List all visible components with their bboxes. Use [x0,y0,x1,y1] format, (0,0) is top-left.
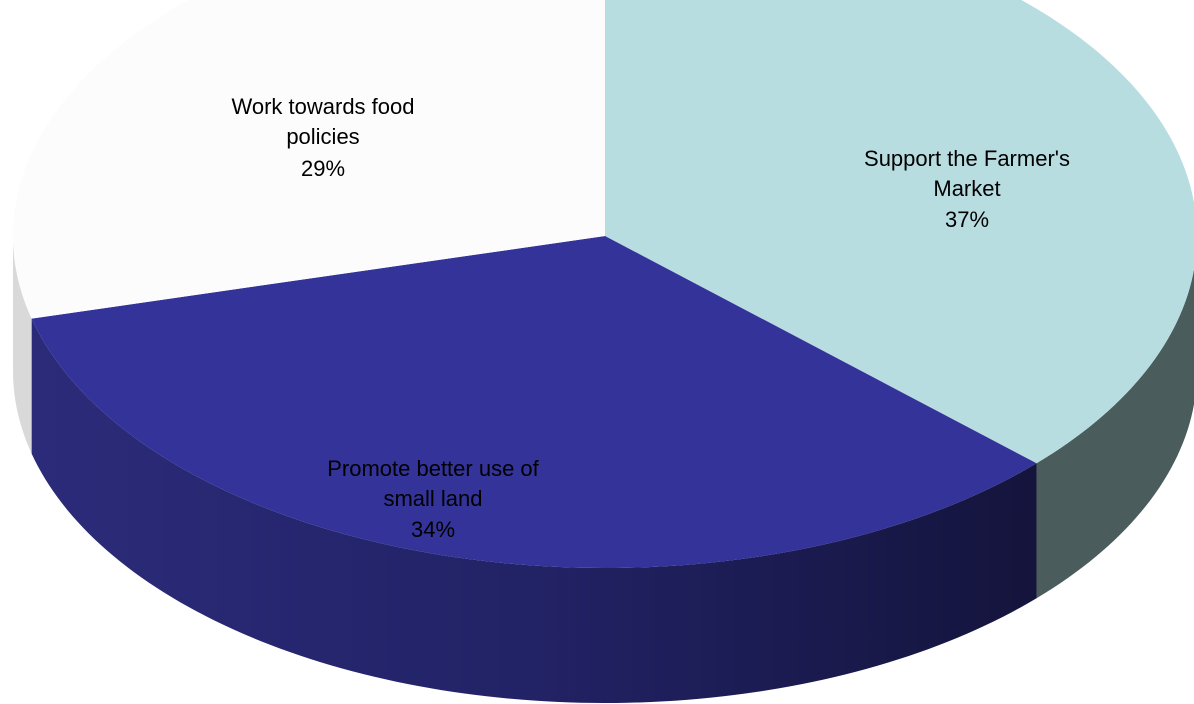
slice-label-line: policies [286,124,359,149]
slice-percent: 34% [411,517,455,542]
slice-label-line: Market [933,176,1000,201]
slice-label-line: small land [383,486,482,511]
slice-label-promote-better-use: Promote better use of small land 34% [327,456,539,542]
slice-promote-better-use-side [31,318,1037,703]
slice-percent: 29% [301,156,345,181]
slice-label-support-farmers-market: Support the Farmer's Market 37% [864,146,1070,232]
slice-label-line: Promote better use of [327,456,539,481]
slice-support-farmers-market-side [1036,269,1194,599]
slice-support-farmers-market [605,0,1194,464]
slice-work-towards-food-policies [13,0,605,319]
pie-tops [13,0,1194,568]
slice-percent: 37% [945,207,989,232]
slice-label-line: Support the Farmer's [864,146,1070,171]
slice-label-line: Work towards food [231,94,414,119]
slice-promote-better-use [31,236,1037,568]
slice-label-work-towards-food-policies: Work towards food policies 29% [231,94,414,181]
slice-work-towards-food-policies-side [13,236,32,454]
pie-sides [13,236,1194,703]
